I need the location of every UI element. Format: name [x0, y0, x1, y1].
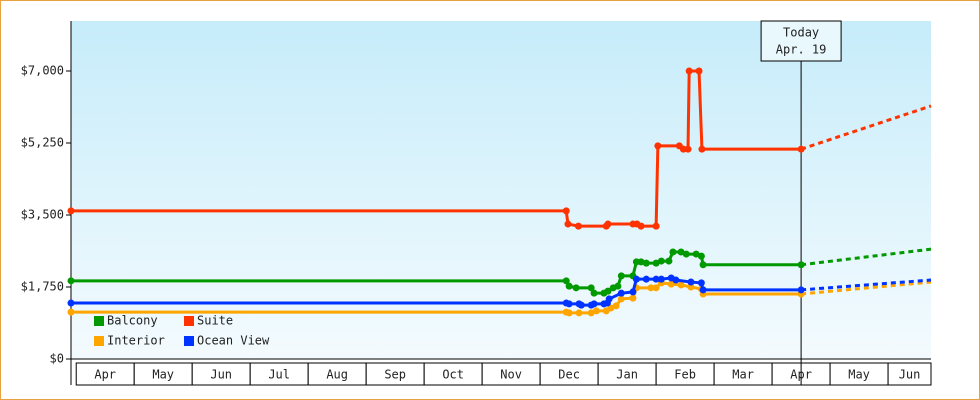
point [565, 282, 573, 290]
y-tick-label: $1,750 [21, 279, 64, 293]
plot-area [71, 21, 931, 359]
point [574, 222, 582, 230]
point [604, 220, 612, 228]
point [562, 277, 570, 285]
point [565, 300, 573, 308]
point [67, 277, 75, 285]
point [697, 279, 705, 287]
x-tick-label: Apr [94, 368, 116, 382]
point [669, 248, 677, 256]
point [797, 261, 805, 269]
point [587, 284, 595, 292]
x-tick-label: Jun [899, 368, 921, 382]
legend-swatch [184, 316, 194, 326]
x-tick-label: Jan [616, 368, 638, 382]
legend-swatch [94, 336, 104, 346]
point [67, 207, 75, 215]
point [684, 145, 692, 153]
point [682, 250, 690, 258]
point [797, 286, 805, 294]
month-box [887, 362, 932, 386]
x-tick-label: Mar [732, 368, 754, 382]
point [590, 300, 598, 308]
legend-label: Interior [107, 334, 165, 348]
point [590, 289, 598, 297]
y-tick-label: $7,000 [21, 63, 64, 77]
x-tick-label: Jul [268, 368, 290, 382]
point [642, 259, 650, 267]
y-tick-label: $5,250 [21, 135, 64, 149]
x-tick-label: Sep [384, 368, 406, 382]
point [575, 309, 583, 317]
point [629, 288, 637, 296]
point [685, 67, 693, 75]
x-tick-label: May [848, 368, 870, 382]
point [67, 299, 75, 307]
point [652, 222, 660, 230]
point [699, 261, 707, 269]
legend-swatch [94, 316, 104, 326]
point [577, 301, 585, 309]
point [797, 145, 805, 153]
point [67, 308, 75, 316]
point [652, 284, 660, 292]
point [632, 275, 640, 283]
point [605, 295, 613, 303]
point [657, 257, 665, 265]
point [617, 295, 625, 303]
point [564, 220, 572, 228]
point [687, 278, 695, 286]
point [642, 275, 650, 283]
today-box [760, 20, 842, 62]
point [652, 275, 660, 283]
x-tick-label: Nov [500, 368, 522, 382]
point [562, 207, 570, 215]
point [699, 286, 707, 294]
point [687, 283, 695, 291]
legend-label: Balcony [107, 314, 158, 328]
point [677, 281, 685, 289]
point [572, 284, 580, 292]
point [612, 302, 620, 310]
point [695, 67, 703, 75]
point [604, 287, 612, 295]
legend-label: Ocean View [197, 334, 270, 348]
point [657, 275, 665, 283]
point [654, 142, 662, 150]
y-tick-label: $3,500 [21, 207, 64, 221]
point [647, 284, 655, 292]
today-label: Today [783, 26, 819, 40]
point [614, 282, 622, 290]
point [672, 276, 680, 284]
point [698, 145, 706, 153]
forecast-line [800, 104, 932, 151]
legend-label: Suite [197, 314, 233, 328]
x-tick-label: Jun [210, 368, 232, 382]
x-tick-label: Oct [442, 368, 464, 382]
point [697, 252, 705, 260]
point [667, 280, 675, 288]
today-label: Apr. 19 [776, 43, 827, 57]
point [565, 309, 573, 317]
forecast-line [800, 278, 932, 292]
x-tick-label: May [152, 368, 174, 382]
point [665, 257, 673, 265]
legend-swatch [184, 336, 194, 346]
point [592, 307, 600, 315]
forecast-line [800, 280, 932, 296]
point [617, 272, 625, 280]
point [637, 222, 645, 230]
point [617, 289, 625, 297]
point [629, 294, 637, 302]
point [637, 258, 645, 266]
x-tick-label: Aug [326, 368, 348, 382]
y-tick-label: $0 [50, 352, 64, 366]
forecast-line [800, 247, 932, 267]
x-tick-label: Feb [674, 368, 696, 382]
x-tick-label: Dec [558, 368, 580, 382]
